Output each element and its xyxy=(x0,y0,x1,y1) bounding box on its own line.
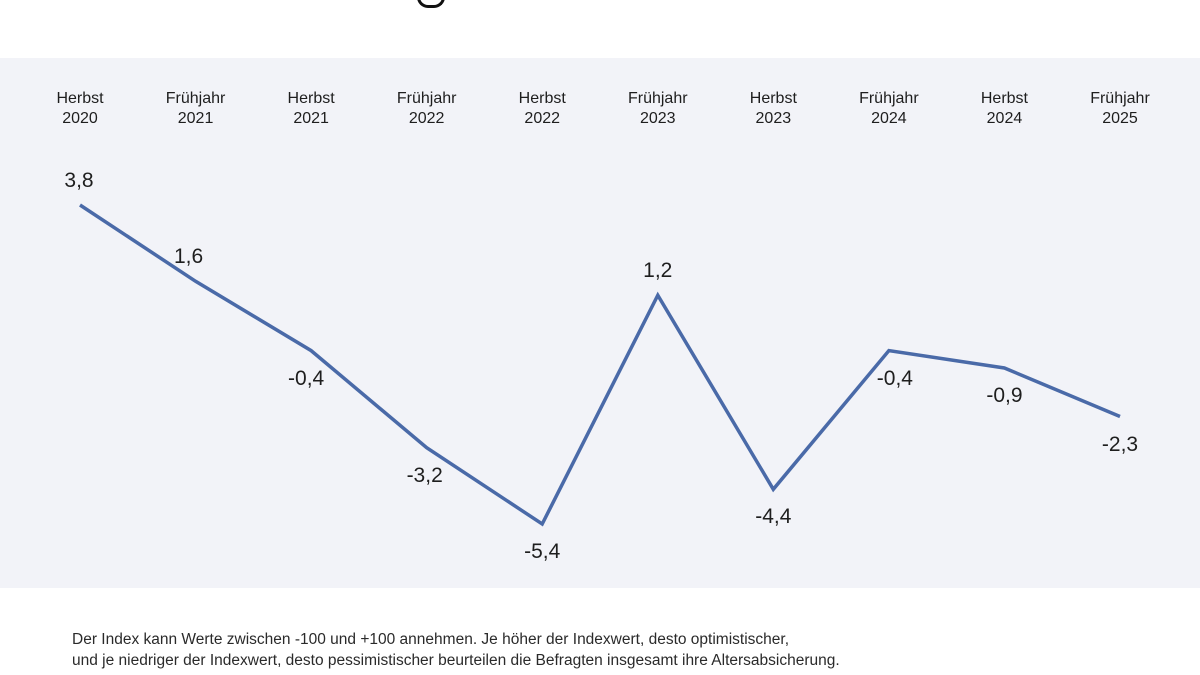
season-label: Frühjahr xyxy=(1090,90,1150,107)
year-label: 2023 xyxy=(755,110,792,127)
season-label: Herbst xyxy=(56,90,104,107)
footnote-line-1: Der Index kann Werte zwischen -100 und +… xyxy=(72,631,789,648)
season-label: Herbst xyxy=(287,90,335,107)
data-label: -0,9 xyxy=(986,383,1023,407)
cropped-title-fragment xyxy=(417,0,445,8)
data-label: -5,4 xyxy=(524,540,561,563)
data-label: -2,3 xyxy=(1101,432,1139,456)
year-label: 2024 xyxy=(871,110,907,127)
data-label: 3,8 xyxy=(64,169,94,192)
season-label: Herbst xyxy=(749,90,797,107)
x-axis-label: Frühjahr 2025 xyxy=(1065,89,1175,129)
season-label: Herbst xyxy=(518,90,566,107)
x-axis-label: Herbst 2023 xyxy=(718,89,828,129)
year-label: 2022 xyxy=(408,110,445,127)
data-label: -0,4 xyxy=(876,366,913,390)
x-axis-label: Herbst 2024 xyxy=(949,89,1059,129)
footnote-line-2: und je niedriger der Indexwert, desto pe… xyxy=(72,652,840,669)
footnote: Der Index kann Werte zwischen -100 und +… xyxy=(72,629,840,671)
year-label: 2021 xyxy=(293,110,329,127)
year-label: 2021 xyxy=(177,110,214,127)
x-axis-label: Herbst 2022 xyxy=(487,89,597,129)
data-label: 1,2 xyxy=(643,259,673,283)
data-label: -4,4 xyxy=(755,505,792,529)
season-label: Frühjahr xyxy=(396,90,457,107)
x-axis-label: Frühjahr 2022 xyxy=(372,89,482,129)
index-series-line xyxy=(79,203,1121,527)
year-label: 2022 xyxy=(524,110,561,127)
year-label: 2024 xyxy=(986,110,1023,127)
data-label: -0,4 xyxy=(288,366,325,390)
x-axis-label: Frühjahr 2023 xyxy=(603,89,713,129)
season-label: Frühjahr xyxy=(859,90,919,107)
year-label: 2025 xyxy=(1102,110,1138,127)
line-plot xyxy=(79,203,1121,527)
season-label: Frühjahr xyxy=(627,90,688,107)
x-axis-label: Frühjahr 2024 xyxy=(834,89,944,129)
data-label: -3,2 xyxy=(406,463,443,487)
year-label: 2020 xyxy=(62,110,98,127)
x-axis-label: Herbst 2020 xyxy=(25,89,135,129)
year-label: 2023 xyxy=(639,110,676,127)
data-label: 1,6 xyxy=(173,245,204,269)
chart-panel: Herbst 2020 Frühjahr 2021 Herbst 2021 Frühjahr… xyxy=(0,58,1200,588)
season-label: Herbst xyxy=(980,90,1028,107)
x-axis-label: Herbst 2021 xyxy=(256,89,366,129)
season-label: Frühjahr xyxy=(165,90,226,107)
x-axis-label: Frühjahr 2021 xyxy=(141,89,251,129)
